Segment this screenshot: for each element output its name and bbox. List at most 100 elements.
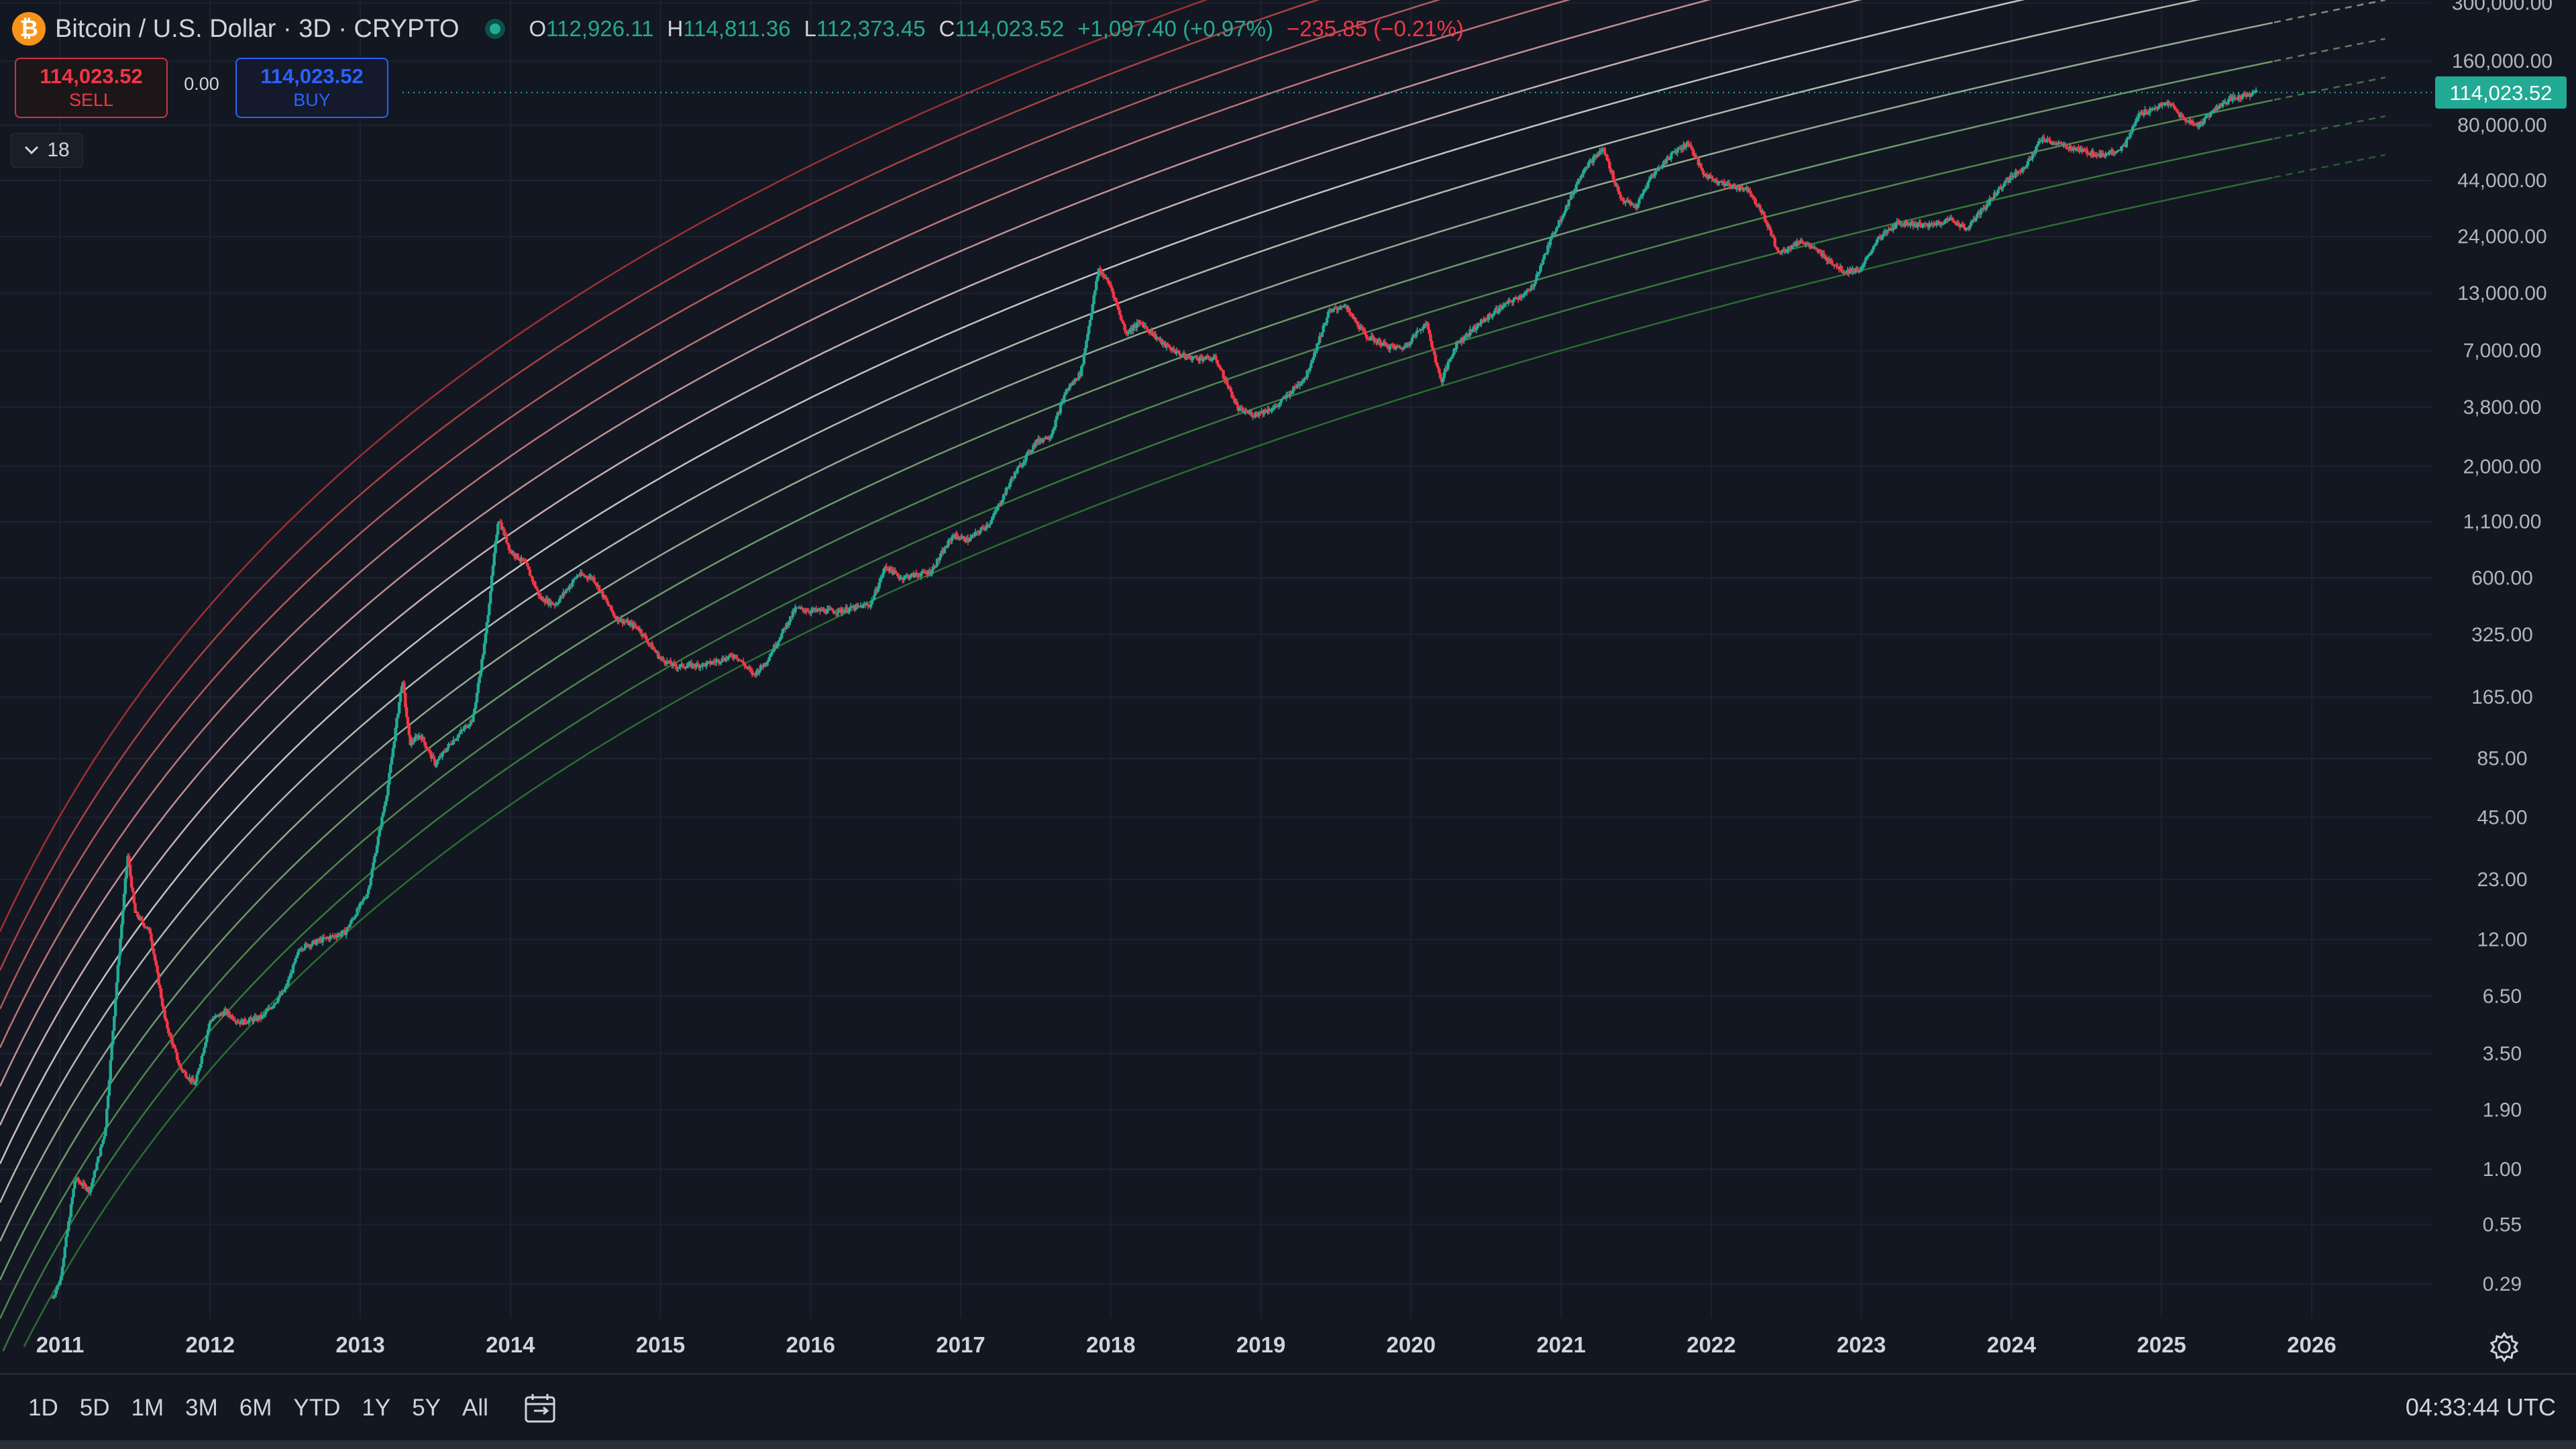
candle-body xyxy=(1208,358,1212,361)
candle-body xyxy=(995,510,998,512)
candle-body xyxy=(91,1177,95,1183)
candle-body xyxy=(1885,229,1889,233)
candle-body xyxy=(2019,170,2022,172)
candle-body xyxy=(1132,327,1135,331)
candle-body xyxy=(179,1065,182,1069)
open-value: 112,926.11 xyxy=(546,16,654,41)
candle-body xyxy=(2222,103,2226,104)
candle-body xyxy=(2231,96,2235,101)
candle-body xyxy=(1226,384,1230,388)
candle-body xyxy=(1974,218,1978,221)
candle-body xyxy=(2059,142,2063,144)
candle-body xyxy=(1570,193,1573,200)
range-button-ytd[interactable]: YTD xyxy=(293,1395,341,1421)
candle-body xyxy=(1116,301,1119,307)
candle-body xyxy=(2129,132,2132,138)
candle-body xyxy=(269,1008,273,1010)
candle-body xyxy=(2211,111,2214,113)
candle-body xyxy=(987,525,991,527)
gear-icon[interactable] xyxy=(2487,1330,2521,1364)
candle-body xyxy=(294,958,297,963)
bitcoin-icon[interactable]: ₿ xyxy=(12,12,46,46)
range-button-5d[interactable]: 5D xyxy=(79,1395,110,1421)
sell-button[interactable]: 114,023.52 SELL xyxy=(15,58,168,118)
candle-body xyxy=(410,740,413,745)
candle-body xyxy=(1114,298,1118,302)
candle-body xyxy=(162,1006,166,1010)
candle-body xyxy=(1314,351,1318,352)
candle-body xyxy=(681,663,685,667)
candle-body xyxy=(1408,343,1411,345)
price-axis[interactable]: 300,000.00 160,000.00 80,000.00 44,000.00 24… xyxy=(2452,0,2553,1295)
candle-body xyxy=(2025,165,2029,167)
candle-body xyxy=(370,869,374,878)
y-tick-label: 0.29 xyxy=(2483,1273,2522,1295)
candle-body xyxy=(635,627,639,629)
candle-body xyxy=(1652,175,1656,176)
candle-body xyxy=(943,547,947,553)
candle-body xyxy=(1568,199,1572,201)
candle-body xyxy=(1295,384,1299,388)
range-button-6m[interactable]: 6M xyxy=(239,1395,272,1421)
candle-body xyxy=(1341,307,1345,308)
candle-body xyxy=(297,951,300,956)
candle-body xyxy=(94,1170,97,1171)
candle-body xyxy=(527,566,531,570)
symbol-title[interactable]: Bitcoin / U.S. Dollar · 3D · CRYPTO xyxy=(55,14,460,43)
candle-body xyxy=(1383,341,1387,345)
utc-clock[interactable]: 04:33:44 UTC xyxy=(2405,1393,2556,1421)
candle-body xyxy=(147,927,150,929)
candle-body xyxy=(1823,253,1826,259)
band-line xyxy=(0,0,1711,1087)
candle-body xyxy=(944,547,948,549)
candle-body xyxy=(619,621,622,623)
candle-body xyxy=(908,577,912,579)
candle-body xyxy=(1476,323,1479,329)
range-button-5y[interactable]: 5Y xyxy=(412,1395,441,1421)
candle-body xyxy=(1097,268,1101,276)
range-button-3m[interactable]: 3M xyxy=(185,1395,218,1421)
y-tick-label: 23.00 xyxy=(2477,869,2527,891)
candle-body xyxy=(966,537,970,542)
candle-body xyxy=(970,536,973,538)
candle-body xyxy=(1345,305,1348,309)
candle-body xyxy=(1439,373,1442,379)
candle-body xyxy=(1762,211,1766,215)
range-button-1d[interactable]: 1D xyxy=(28,1395,58,1421)
candle-body xyxy=(866,604,870,606)
candle-body xyxy=(2186,121,2190,123)
candle-body xyxy=(1501,307,1504,309)
candle-body xyxy=(625,622,628,623)
buy-button[interactable]: 114,023.52 BUY xyxy=(235,58,388,118)
y-tick-label: 160,000.00 xyxy=(2452,50,2553,72)
candle-body xyxy=(90,1182,94,1188)
market-status-icon[interactable] xyxy=(484,19,505,39)
candle-body xyxy=(665,661,669,664)
candle-body xyxy=(392,741,396,749)
candle-body xyxy=(1507,300,1510,304)
indicators-toggle-button[interactable]: 18 xyxy=(11,133,83,168)
candle-body xyxy=(233,1020,237,1022)
candle-body xyxy=(1509,300,1513,302)
candle-body xyxy=(1110,284,1113,288)
range-button-all[interactable]: All xyxy=(462,1395,488,1421)
candle-body xyxy=(2177,111,2180,113)
candle-body xyxy=(1452,348,1456,355)
candle-body xyxy=(572,579,575,584)
candle-body xyxy=(1309,363,1313,368)
candle-body xyxy=(1017,466,1020,468)
candle-body xyxy=(2082,148,2085,152)
time-axis[interactable]: 2011 2012 2013 2014 2015 2016 2017 2018 2019 2020… xyxy=(36,1332,2337,1357)
range-button-1m[interactable]: 1M xyxy=(131,1395,164,1421)
range-button-1y[interactable]: 1Y xyxy=(362,1395,391,1421)
candle-body xyxy=(1617,186,1620,192)
candle-body xyxy=(2180,115,2184,117)
candle-body xyxy=(358,904,362,909)
calendar-range-icon[interactable] xyxy=(523,1392,559,1426)
candle-body xyxy=(1356,321,1360,327)
candle-body xyxy=(125,867,128,879)
candle-body xyxy=(1128,331,1132,333)
change-value: +1,097.40 (+0.97%) xyxy=(1077,16,1273,41)
candle-body xyxy=(213,1016,217,1018)
